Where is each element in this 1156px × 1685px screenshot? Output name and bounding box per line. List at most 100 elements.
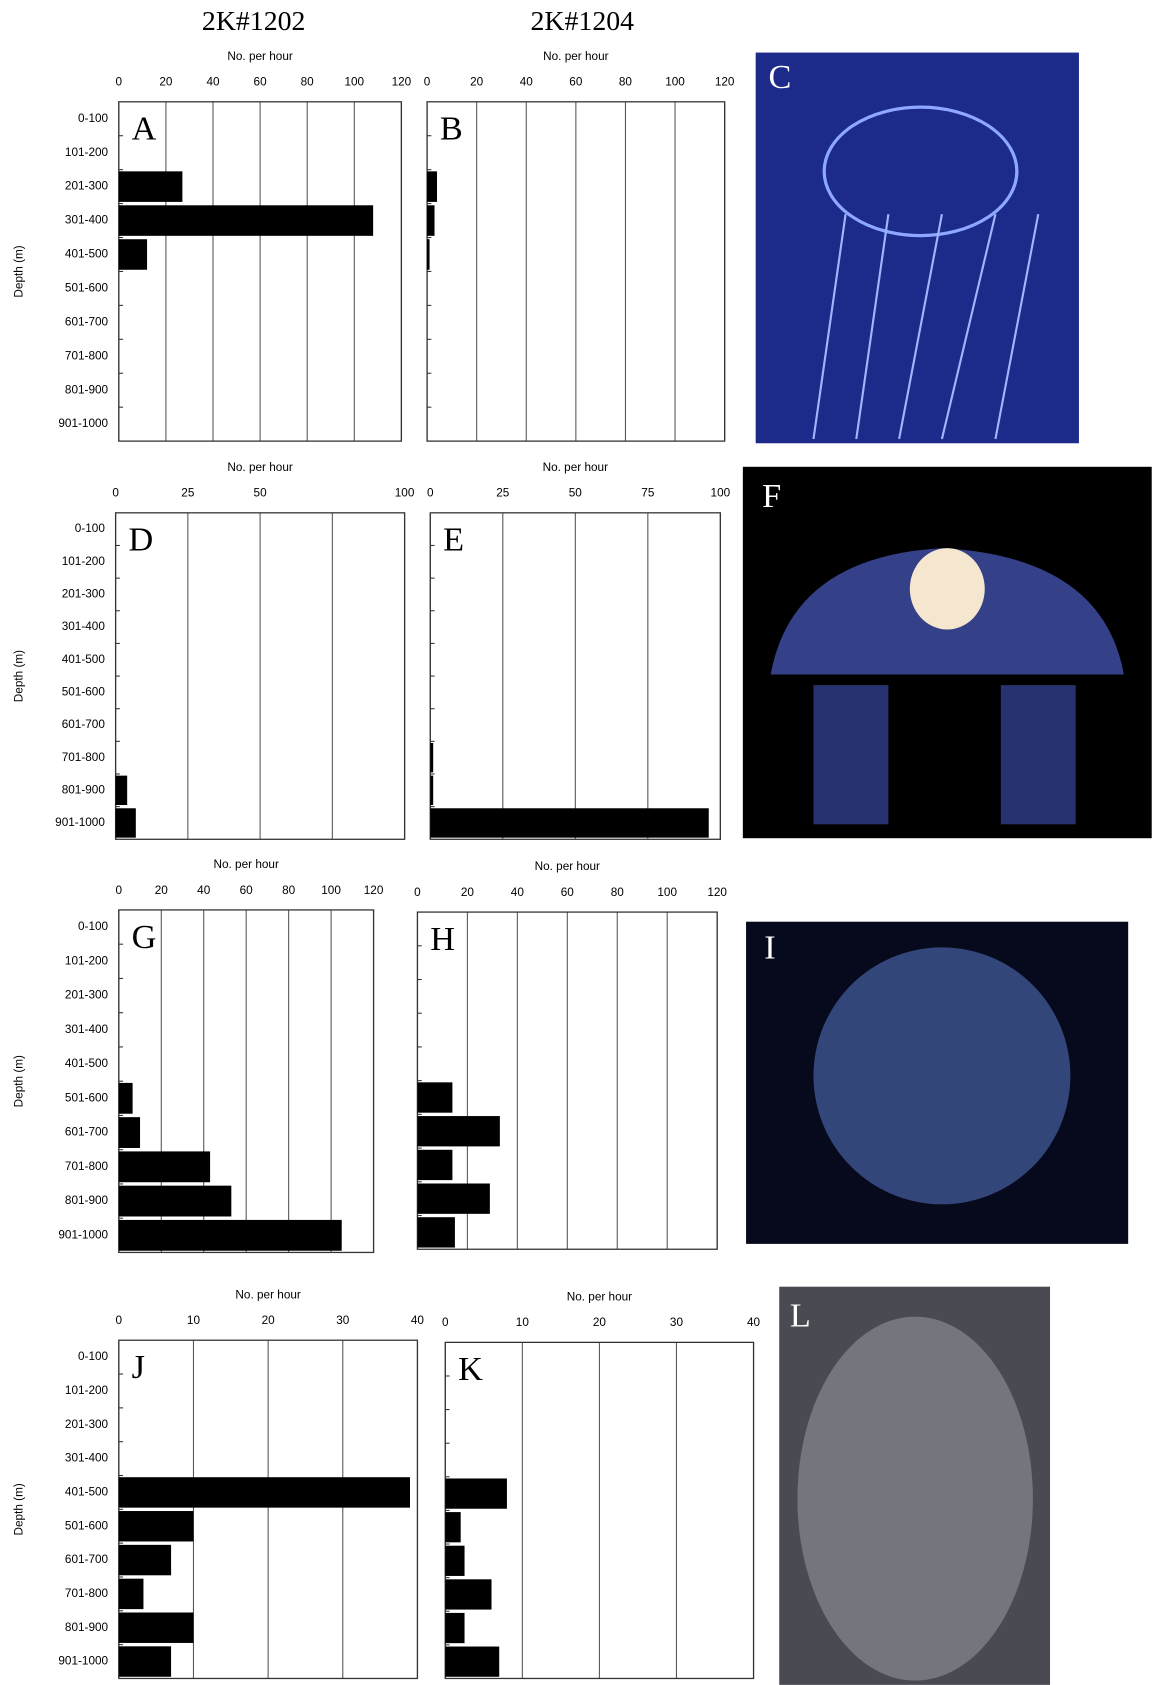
bar bbox=[118, 1646, 172, 1677]
bar bbox=[430, 775, 434, 806]
x-tick-label: 80 bbox=[611, 886, 625, 899]
y-tick-label: 701-800 bbox=[62, 751, 106, 764]
y-tick-label: 401-500 bbox=[62, 653, 106, 666]
x-tick-label: 80 bbox=[301, 76, 315, 89]
panel-letter: A bbox=[132, 110, 157, 148]
y-tick-label: 401-500 bbox=[65, 1486, 109, 1499]
x-tick-label: 80 bbox=[619, 76, 633, 89]
bar bbox=[118, 1117, 141, 1148]
x-tick-label: 60 bbox=[254, 76, 268, 89]
x-axis-label: No. per hour bbox=[227, 461, 292, 474]
y-tick-label: 601-700 bbox=[65, 1126, 109, 1139]
x-tick-label: 20 bbox=[470, 76, 484, 89]
bar bbox=[115, 775, 128, 806]
bar bbox=[118, 1477, 410, 1508]
x-tick-label: 25 bbox=[181, 487, 195, 500]
bar bbox=[118, 1082, 133, 1114]
y-axis-label: Depth (m) bbox=[12, 1483, 25, 1535]
medusa-bell bbox=[822, 105, 1019, 238]
ctenophore bbox=[813, 947, 1071, 1205]
y-axis-label: Depth (m) bbox=[12, 650, 25, 702]
y-axis-label: Depth (m) bbox=[12, 245, 25, 297]
bar bbox=[417, 1149, 453, 1181]
bar bbox=[417, 1217, 455, 1248]
x-tick-label: 120 bbox=[715, 76, 735, 89]
bar bbox=[417, 1082, 453, 1113]
x-tick-label: 60 bbox=[240, 884, 254, 897]
x-axis-label: No. per hour bbox=[567, 1291, 632, 1304]
y-tick-label: 501-600 bbox=[65, 282, 109, 295]
bar bbox=[427, 205, 435, 236]
x-tick-label: 20 bbox=[155, 884, 169, 897]
x-tick-label: 0 bbox=[116, 76, 123, 89]
x-tick-label: 20 bbox=[262, 1314, 276, 1327]
bar bbox=[118, 171, 183, 202]
y-tick-label: 301-400 bbox=[65, 1023, 109, 1036]
bar bbox=[445, 1512, 461, 1543]
panel-letter: K bbox=[458, 1350, 483, 1388]
y-tick-label: 301-400 bbox=[65, 1452, 109, 1465]
bar bbox=[445, 1545, 465, 1576]
x-tick-label: 0 bbox=[116, 884, 123, 897]
y-tick-label: 101-200 bbox=[65, 146, 109, 159]
bar bbox=[118, 239, 148, 270]
x-tick-label: 120 bbox=[707, 886, 727, 899]
panel-letter: B bbox=[440, 110, 463, 148]
x-tick-label: 0 bbox=[414, 886, 421, 899]
x-axis-label: No. per hour bbox=[535, 860, 600, 873]
y-tick-label: 501-600 bbox=[65, 1091, 109, 1104]
x-tick-label: 40 bbox=[411, 1314, 425, 1327]
y-tick-label: 101-200 bbox=[65, 954, 109, 967]
bar bbox=[417, 1116, 500, 1147]
x-tick-label: 30 bbox=[336, 1314, 350, 1327]
x-tick-label: 20 bbox=[461, 886, 475, 899]
y-tick-label: 501-600 bbox=[65, 1519, 109, 1532]
y-tick-label: 601-700 bbox=[62, 718, 106, 731]
column-header: 2K#1204 bbox=[531, 6, 635, 37]
y-tick-label: 0-100 bbox=[75, 522, 106, 535]
x-tick-label: 0 bbox=[116, 1314, 123, 1327]
x-tick-label: 100 bbox=[321, 884, 341, 897]
x-tick-label: 60 bbox=[561, 886, 575, 899]
y-axis-label: Depth (m) bbox=[12, 1055, 25, 1107]
panel-letter: D bbox=[128, 521, 153, 559]
y-tick-label: 201-300 bbox=[65, 180, 109, 193]
panel-letter: L bbox=[790, 1297, 811, 1335]
x-tick-label: 60 bbox=[569, 76, 583, 89]
bar bbox=[445, 1579, 492, 1610]
bar bbox=[430, 742, 434, 773]
x-tick-label: 0 bbox=[112, 487, 119, 500]
bar bbox=[445, 1646, 500, 1677]
medusa-side bbox=[813, 685, 889, 825]
y-tick-label: 101-200 bbox=[62, 555, 106, 568]
bar bbox=[427, 171, 437, 202]
y-tick-label: 201-300 bbox=[62, 588, 106, 601]
y-tick-label: 401-500 bbox=[65, 248, 109, 261]
y-tick-label: 801-900 bbox=[65, 1621, 109, 1634]
tentacles bbox=[812, 213, 1040, 440]
x-tick-label: 80 bbox=[282, 884, 296, 897]
y-tick-label: 201-300 bbox=[65, 989, 109, 1002]
panel-letter: I bbox=[764, 928, 775, 966]
bar bbox=[427, 239, 430, 270]
x-tick-label: 20 bbox=[593, 1316, 607, 1329]
bar bbox=[118, 1578, 144, 1610]
x-tick-label: 25 bbox=[496, 487, 510, 500]
bar bbox=[417, 1183, 490, 1214]
y-tick-label: 701-800 bbox=[65, 1160, 109, 1173]
y-tick-label: 901-1000 bbox=[58, 1655, 108, 1668]
y-tick-label: 801-900 bbox=[65, 383, 109, 396]
x-tick-label: 0 bbox=[424, 76, 431, 89]
x-tick-label: 30 bbox=[670, 1316, 684, 1329]
x-tick-label: 40 bbox=[197, 884, 211, 897]
y-tick-label: 701-800 bbox=[65, 349, 109, 362]
x-tick-label: 100 bbox=[711, 487, 731, 500]
y-tick-label: 201-300 bbox=[65, 1418, 109, 1431]
bar bbox=[118, 1544, 172, 1576]
x-tick-label: 10 bbox=[187, 1314, 201, 1327]
bar bbox=[115, 808, 136, 838]
bar bbox=[430, 808, 709, 838]
y-tick-label: 0-100 bbox=[78, 112, 109, 125]
y-tick-label: 601-700 bbox=[65, 315, 109, 328]
